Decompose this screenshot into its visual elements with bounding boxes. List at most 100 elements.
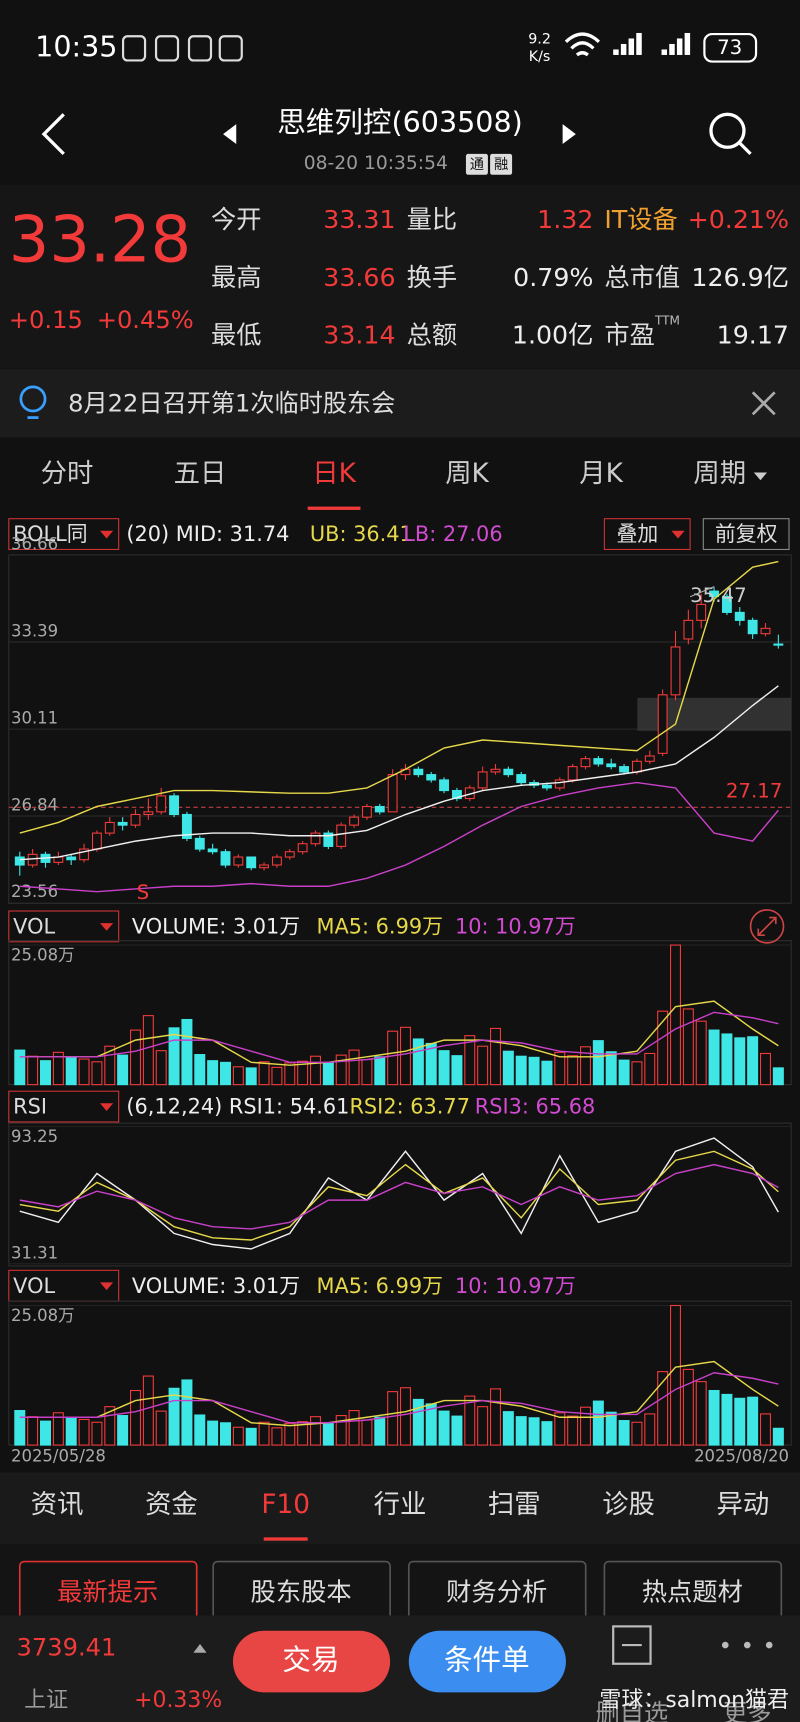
period-tab[interactable]: 日K [312,459,356,489]
period-tab[interactable]: 周K [445,459,489,489]
volume-bar [387,1030,399,1086]
volume-ma-line [19,1372,779,1424]
battery [703,32,758,63]
volume-bar [219,1422,231,1446]
candle-body [426,774,437,781]
y-tick-label: 36.66 [11,535,58,554]
dropdown-arrow [100,923,114,931]
boll-line [19,781,779,893]
volume-bar [297,1060,309,1086]
back-button[interactable] [41,113,65,156]
volume-bar [515,1055,527,1086]
quote-panel [0,184,800,369]
overlay-button[interactable] [603,518,691,551]
watermark: 雪球：salmon猫君 [599,1688,789,1713]
info-tab[interactable]: 资讯 [31,1490,84,1520]
indicator-value: RSI2: 63.77 [349,1095,470,1119]
candle-body [747,619,758,635]
indicator-value: (20) MID: 31.74 [126,522,289,546]
prev-stock[interactable] [223,124,237,144]
volume-bar [14,1049,26,1086]
quote-value: 33.14 [323,320,395,349]
sub-tab-label: 热点题材 [642,1577,743,1606]
volume-bar [104,1406,116,1446]
period-tab[interactable]: 月K [579,459,623,489]
volume-bar [670,1304,681,1446]
rsi-line [19,1150,779,1241]
volume-bar [130,1029,141,1086]
trade-button[interactable] [232,1630,391,1693]
indicator-name: BOLL同 [13,522,87,546]
info-tab[interactable]: F10 [261,1490,310,1520]
volume-bar [759,1052,771,1086]
indicator-selector[interactable] [8,518,120,551]
y-tick-label: 26.84 [11,796,58,815]
volume-bar [14,1410,26,1446]
dropdown-arrow [100,530,114,539]
period-tab[interactable]: 分时 [41,459,94,489]
volume-bar [310,1055,321,1086]
volume-bar [772,1067,784,1086]
remove-favorite-label[interactable]: 删自选 [596,1699,668,1722]
remove-favorite-icon[interactable] [612,1625,652,1665]
candle-body [349,816,360,826]
trade-label: 交易 [282,1643,339,1677]
volume-bar [464,1035,476,1086]
volume-bar [412,1398,424,1446]
volume-bar [592,1400,604,1446]
info-tab[interactable]: 异动 [716,1490,769,1520]
info-tab[interactable]: 扫雷 [488,1490,541,1520]
period-tab[interactable]: 周期 [693,459,746,489]
timestamp: 08-20 10:35:54 [304,153,448,174]
more-label[interactable]: 更多 [723,1699,771,1722]
quote-value: 33.66 [323,263,395,292]
volume-bar [644,1413,656,1446]
volume-bar [104,1045,116,1086]
candle-body [220,851,231,866]
search-icon[interactable] [709,112,746,149]
condition-label: 条件单 [444,1643,530,1677]
indicator-name: VOL [13,914,55,938]
volume-bar [631,1421,643,1446]
candle-body [271,856,282,866]
notice-bar[interactable] [0,369,800,438]
condition-button[interactable] [408,1630,566,1693]
signal-bar [669,43,675,55]
button-row [0,1543,800,1616]
volume-bar [245,1067,257,1086]
quote-value: 126.9亿 [691,263,789,292]
volume-bar [541,1421,553,1446]
info-tab[interactable]: 行业 [374,1490,427,1520]
info-tab[interactable]: 诊股 [602,1490,655,1520]
more-dot [765,1641,773,1649]
close-notice[interactable] [751,391,776,416]
volume-bar [708,1029,720,1086]
wifi-icon [564,32,601,57]
candle-body [169,795,180,816]
indicator-selector[interactable] [8,910,120,943]
volume-bar [117,1054,129,1086]
volume-bar [117,1415,129,1446]
more-dot [743,1641,751,1649]
volume-bar [348,1049,360,1086]
candle-body [516,774,527,784]
next-stock[interactable] [562,124,576,144]
volume-bar [605,1051,617,1086]
rsi-frame [8,1122,792,1267]
chart-toggle[interactable] [749,909,785,944]
y-tick-label: 23.56 [11,882,58,901]
info-tab[interactable]: 资金 [145,1490,198,1520]
quote-label: 今开 [211,205,262,234]
y-tick-label: 33.39 [11,622,58,641]
indicator-selector[interactable] [8,1090,120,1123]
overlay-label: 叠加 [616,522,658,546]
adjust-button[interactable] [702,518,790,551]
volume-bar [361,1419,373,1446]
volume-bar [91,1421,103,1446]
indicator-value: VOLUME: 3.01万 [132,1274,300,1298]
boll-line [19,685,779,861]
volume-bar [451,1055,463,1086]
period-tab[interactable]: 五日 [174,459,227,489]
quote-value: 0.79% [513,263,593,292]
candle-body [79,848,90,861]
